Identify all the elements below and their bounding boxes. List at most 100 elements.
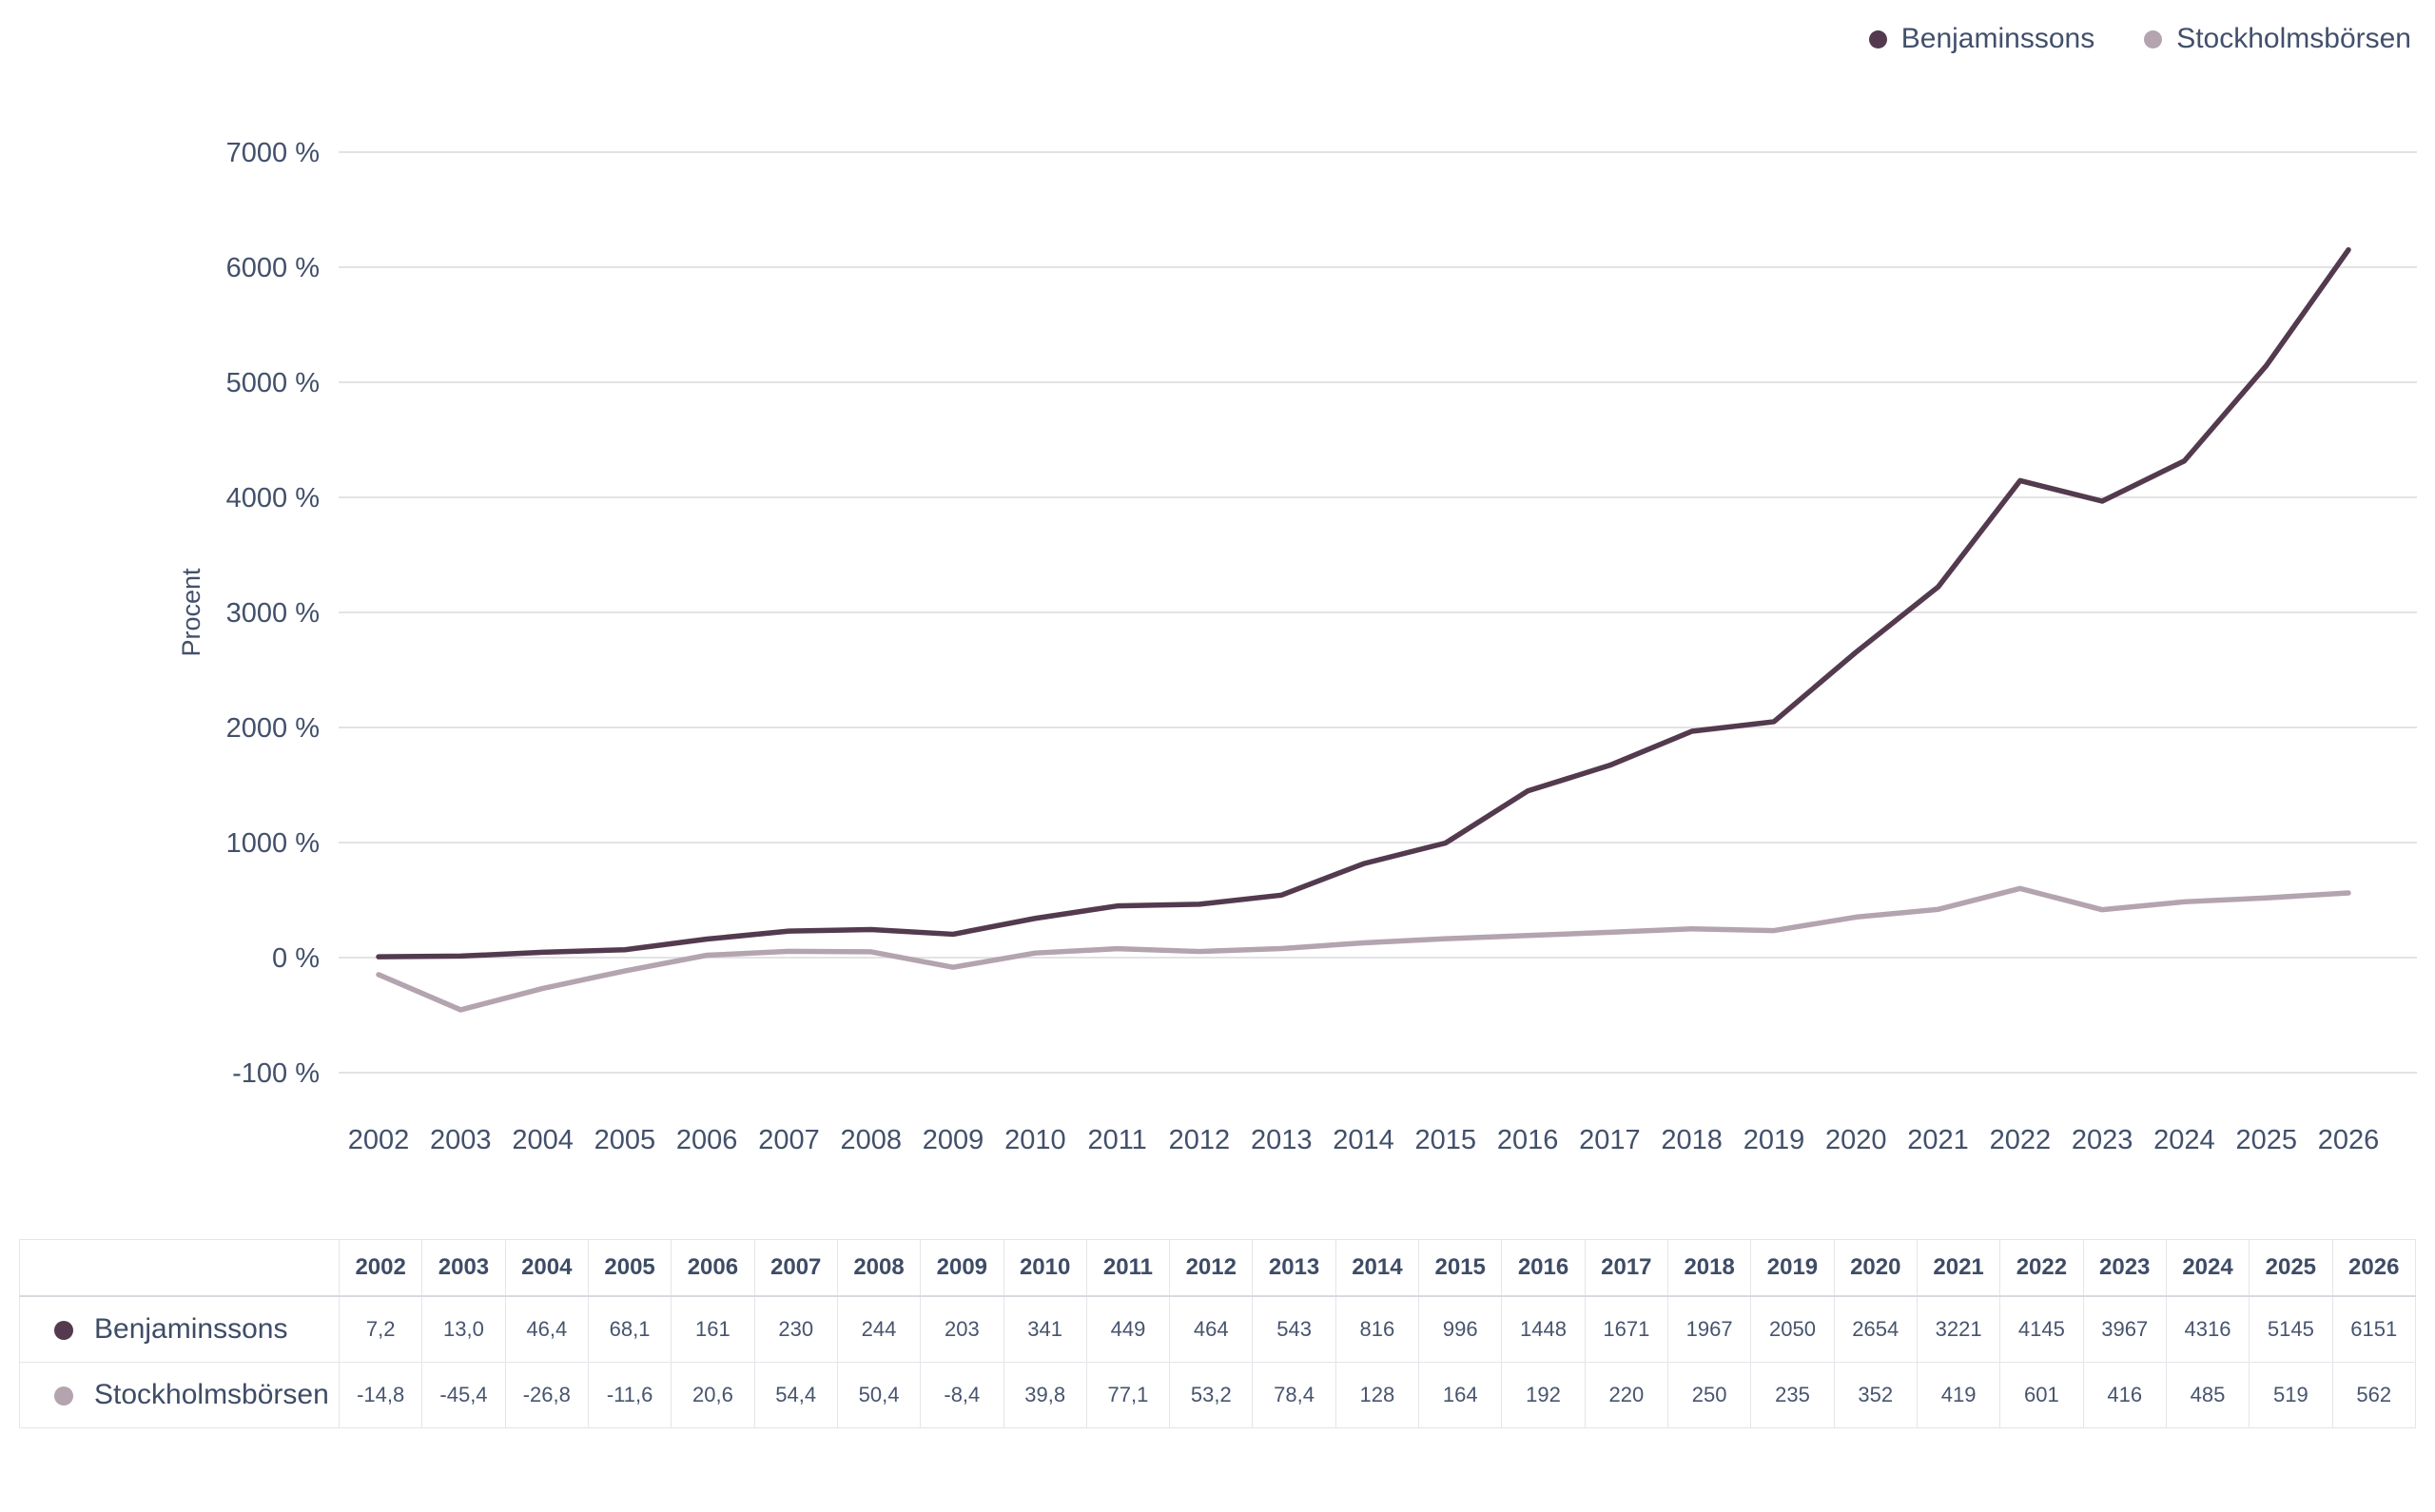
value-cell: 5145 [2249, 1295, 2333, 1363]
value-cell: 235 [1750, 1362, 1835, 1428]
x-axis-tick-label: 2009 [923, 1125, 984, 1155]
value-cell: -45,4 [421, 1362, 506, 1428]
value-cell: 2050 [1750, 1295, 1835, 1363]
y-axis-title: Procent [177, 568, 205, 657]
table-year-header: 2023 [2082, 1239, 2167, 1297]
y-axis-tick-label: 4000 % [226, 483, 320, 514]
table-year-header: 2012 [1169, 1239, 1254, 1297]
series-marker-icon [54, 1321, 73, 1340]
value-cell: 464 [1169, 1295, 1254, 1363]
value-cell: 20,6 [671, 1362, 755, 1428]
value-cell: 601 [1999, 1362, 2084, 1428]
x-axis-tick-label: 2024 [2153, 1125, 2215, 1155]
value-cell: 3967 [2082, 1295, 2167, 1363]
table-year-header: 2015 [1418, 1239, 1503, 1297]
y-axis-tick-label: 1000 % [226, 828, 320, 859]
value-cell: 164 [1418, 1362, 1503, 1428]
x-axis-tick-label: 2019 [1743, 1125, 1805, 1155]
value-cell: 341 [1003, 1295, 1087, 1363]
table-header-row: 2002 2003 2004 2005 2006 2007 2008 2009 2010 2011… [19, 1239, 2416, 1297]
table-year-header: 2002 [338, 1239, 423, 1297]
value-cell: 352 [1833, 1362, 1918, 1428]
value-cell: 46,4 [504, 1295, 589, 1363]
value-cell: 419 [1916, 1362, 2001, 1428]
value-cell: 4145 [1999, 1295, 2084, 1363]
chart-canvas: 7000 % 6000 % 5000 % 4000 % 3000 % 2000 % 1000… [177, 138, 2417, 1155]
x-axis-tick-label: 2013 [1251, 1125, 1313, 1155]
y-axis-tick-label: 6000 % [226, 253, 320, 283]
value-cell: 1967 [1666, 1295, 1752, 1363]
x-axis-tick-label: 2014 [1333, 1125, 1394, 1155]
x-axis-tick-label: 2026 [2318, 1125, 2380, 1155]
value-cell: 39,8 [1003, 1362, 1087, 1428]
table-year-header: 2005 [587, 1239, 672, 1297]
legend-item-benjaminssons[interactable]: Benjaminssons [1868, 25, 2094, 53]
value-cell: 230 [753, 1295, 838, 1363]
data-table: 2002 2003 2004 2005 2006 2007 2008 2009 2010 2011… [19, 1239, 2416, 1428]
table-year-header: 2019 [1750, 1239, 1835, 1297]
value-cell: 78,4 [1252, 1362, 1336, 1428]
table-year-header: 2011 [1085, 1239, 1171, 1297]
value-cell: 562 [2331, 1362, 2416, 1428]
y-axis-tick-label: 5000 % [226, 368, 320, 398]
x-axis-tick-label: 2004 [512, 1125, 574, 1155]
x-axis-tick-label: 2022 [1990, 1125, 2052, 1155]
table-year-header: 2026 [2331, 1239, 2416, 1297]
series-label-cell: Stockholmsbörsen [19, 1362, 340, 1428]
table-year-header: 2016 [1501, 1239, 1586, 1297]
data-table-container: 2002 2003 2004 2005 2006 2007 2008 2009 2010 2011… [19, 1239, 2416, 1428]
x-axis-tick-label: 2015 [1415, 1125, 1477, 1155]
table-year-header: 2014 [1334, 1239, 1420, 1297]
series-marker-icon [54, 1386, 73, 1405]
value-cell: 1448 [1501, 1295, 1586, 1363]
value-cell: 6151 [2331, 1295, 2416, 1363]
table-year-header: 2020 [1833, 1239, 1918, 1297]
value-cell: 203 [920, 1295, 1004, 1363]
table-year-header: 2003 [421, 1239, 506, 1297]
value-cell: 543 [1252, 1295, 1336, 1363]
line-chart: 7000 % 6000 % 5000 % 4000 % 3000 % 2000 % 1000… [177, 138, 2417, 1155]
value-cell: 77,1 [1085, 1362, 1171, 1428]
x-axis-tick-label: 2023 [2072, 1125, 2133, 1155]
table-row: Benjaminssons 7,2 13,0 46,4 68,1 161 230 244 203… [19, 1295, 2416, 1363]
y-axis-tick-label: 3000 % [226, 598, 320, 629]
value-cell: 244 [836, 1295, 922, 1363]
series-line-benjaminssons[interactable] [376, 246, 2351, 960]
value-cell: 449 [1085, 1295, 1171, 1363]
y-axis-tick-label: -100 % [232, 1058, 320, 1089]
y-axis-tick-label: 7000 % [226, 138, 320, 168]
value-cell: 996 [1418, 1295, 1503, 1363]
table-year-header: 2004 [504, 1239, 589, 1297]
value-cell: 519 [2249, 1362, 2333, 1428]
x-axis-tick-label: 2006 [676, 1125, 738, 1155]
x-axis-tick-label: 2010 [1004, 1125, 1066, 1155]
value-cell: 485 [2165, 1362, 2250, 1428]
table-year-header: 2013 [1252, 1239, 1336, 1297]
value-cell: 250 [1666, 1362, 1752, 1428]
series-line-stockholmsbrsen[interactable] [376, 885, 2351, 1013]
x-axis-tick-label: 2018 [1661, 1125, 1723, 1155]
table-year-header: 2025 [2249, 1239, 2333, 1297]
x-axis-tick-label: 2016 [1497, 1125, 1559, 1155]
legend-marker-icon [1868, 29, 1887, 48]
table-row: Stockholmsbörsen -14,8 -45,4 -26,8 -11,6 20,6… [19, 1362, 2416, 1428]
table-year-header: 2021 [1916, 1239, 2001, 1297]
value-cell: 128 [1334, 1362, 1420, 1428]
value-cell: 7,2 [338, 1295, 423, 1363]
x-axis-tick-label: 2002 [348, 1125, 410, 1155]
value-cell: 53,2 [1169, 1362, 1254, 1428]
value-cell: 220 [1584, 1362, 1669, 1428]
table-year-header: 2007 [753, 1239, 838, 1297]
legend-item-stockholmsborsen[interactable]: Stockholmsbörsen [2144, 25, 2411, 53]
x-axis-tick-label: 2025 [2235, 1125, 2297, 1155]
table-year-header: 2008 [836, 1239, 922, 1297]
value-cell: -11,6 [587, 1362, 672, 1428]
series-label-cell: Benjaminssons [19, 1295, 340, 1363]
x-axis-tick-label: 2012 [1169, 1125, 1231, 1155]
value-cell: 1671 [1584, 1295, 1669, 1363]
x-axis-tick-label: 2020 [1825, 1125, 1887, 1155]
table-year-header: 2010 [1003, 1239, 1087, 1297]
value-cell: 192 [1501, 1362, 1586, 1428]
value-cell: -8,4 [920, 1362, 1004, 1428]
